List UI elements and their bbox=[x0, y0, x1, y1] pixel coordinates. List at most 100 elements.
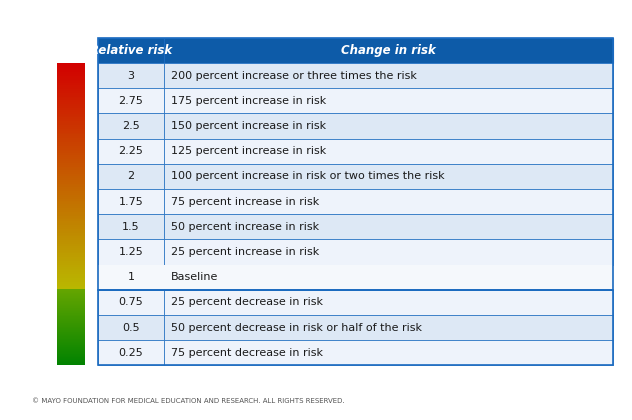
Bar bbox=[58, 276, 85, 278]
Bar bbox=[58, 320, 85, 321]
Bar bbox=[58, 83, 85, 86]
Bar bbox=[58, 79, 85, 82]
Bar bbox=[58, 261, 85, 263]
Bar bbox=[58, 321, 85, 322]
Bar bbox=[58, 307, 85, 308]
Bar bbox=[58, 355, 85, 356]
Text: 1.75: 1.75 bbox=[119, 197, 143, 207]
Bar bbox=[58, 351, 85, 352]
Bar bbox=[58, 106, 85, 108]
Bar bbox=[58, 335, 85, 336]
Bar bbox=[58, 300, 85, 301]
Bar bbox=[58, 291, 85, 292]
Bar bbox=[58, 197, 85, 199]
Bar bbox=[58, 146, 85, 148]
Bar bbox=[58, 110, 85, 112]
Bar bbox=[58, 350, 85, 351]
Bar bbox=[58, 329, 85, 330]
Text: 0.75: 0.75 bbox=[119, 297, 143, 307]
Text: 25 percent increase in risk: 25 percent increase in risk bbox=[171, 247, 320, 257]
Bar bbox=[58, 330, 85, 331]
Bar bbox=[58, 340, 85, 341]
Bar bbox=[58, 172, 85, 175]
Bar bbox=[58, 340, 85, 341]
Bar bbox=[58, 100, 85, 102]
Bar bbox=[58, 280, 85, 282]
Bar bbox=[58, 354, 85, 355]
Bar bbox=[58, 362, 85, 363]
Bar bbox=[58, 338, 85, 339]
Bar bbox=[58, 327, 85, 328]
Bar bbox=[58, 333, 85, 334]
Bar bbox=[58, 307, 85, 309]
Bar bbox=[58, 174, 85, 176]
Bar bbox=[58, 317, 85, 318]
Bar bbox=[58, 362, 85, 363]
Bar bbox=[58, 136, 85, 139]
Bar bbox=[58, 332, 85, 333]
Bar bbox=[58, 297, 85, 298]
Bar bbox=[58, 214, 85, 216]
Bar bbox=[164, 265, 613, 290]
Bar bbox=[58, 108, 85, 110]
Bar bbox=[99, 164, 164, 189]
Bar bbox=[58, 191, 85, 193]
Bar bbox=[58, 315, 85, 316]
Bar bbox=[99, 239, 164, 265]
Bar bbox=[58, 336, 85, 337]
Text: 3: 3 bbox=[128, 71, 135, 81]
Bar bbox=[58, 358, 85, 359]
Bar bbox=[58, 151, 85, 154]
Bar bbox=[58, 316, 85, 317]
Bar bbox=[58, 231, 85, 233]
Bar bbox=[164, 315, 613, 340]
Bar bbox=[99, 189, 164, 214]
Bar bbox=[58, 180, 85, 182]
Bar bbox=[58, 242, 85, 244]
Bar bbox=[58, 166, 85, 169]
Bar bbox=[58, 181, 85, 184]
Bar bbox=[99, 38, 164, 63]
Bar bbox=[58, 318, 85, 319]
Bar bbox=[58, 161, 85, 163]
Bar bbox=[99, 290, 613, 365]
Text: 150 percent increase in risk: 150 percent increase in risk bbox=[171, 121, 326, 131]
Bar bbox=[58, 63, 85, 65]
Bar bbox=[58, 356, 85, 357]
Bar bbox=[99, 290, 164, 315]
Bar bbox=[58, 295, 85, 296]
Text: 75 percent increase in risk: 75 percent increase in risk bbox=[171, 197, 320, 207]
Bar bbox=[58, 140, 85, 142]
Bar bbox=[58, 323, 85, 324]
Bar bbox=[99, 88, 164, 113]
Bar bbox=[58, 223, 85, 226]
Bar bbox=[58, 289, 85, 291]
Bar bbox=[58, 325, 85, 326]
Bar bbox=[58, 102, 85, 105]
Bar bbox=[58, 303, 85, 304]
Bar bbox=[58, 313, 85, 314]
Bar bbox=[58, 246, 85, 248]
Bar bbox=[58, 116, 85, 118]
Bar bbox=[58, 292, 85, 293]
Bar bbox=[58, 360, 85, 362]
Bar bbox=[58, 66, 85, 68]
Bar bbox=[58, 304, 85, 306]
Bar bbox=[58, 155, 85, 158]
Bar bbox=[58, 284, 85, 286]
Bar bbox=[58, 345, 85, 346]
Bar bbox=[58, 132, 85, 135]
Bar bbox=[58, 337, 85, 338]
Bar bbox=[58, 248, 85, 250]
Bar bbox=[58, 157, 85, 159]
Bar bbox=[58, 360, 85, 361]
Bar bbox=[58, 178, 85, 180]
Text: 1: 1 bbox=[128, 272, 135, 282]
Text: 0.25: 0.25 bbox=[119, 348, 143, 358]
Bar bbox=[58, 72, 85, 74]
Bar bbox=[58, 233, 85, 235]
Bar bbox=[58, 221, 85, 223]
Bar bbox=[164, 189, 613, 214]
Bar bbox=[58, 352, 85, 353]
Bar bbox=[58, 210, 85, 212]
